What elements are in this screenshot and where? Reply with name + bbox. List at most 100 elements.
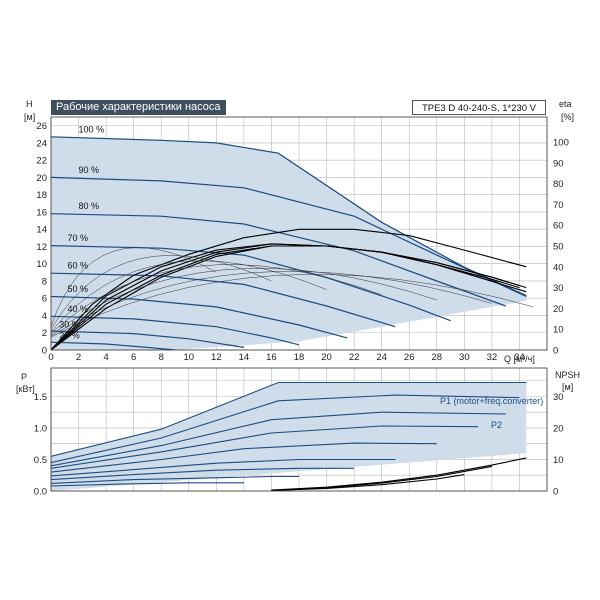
x-tick-label: 18 (294, 352, 305, 363)
speed-label: 60 % (68, 261, 89, 271)
y-tick-label: 0 (42, 346, 47, 357)
npsh-tick-label: 10 (553, 455, 564, 466)
y2-tick-label: 30 (553, 283, 564, 294)
y-axis-label-h: H (26, 99, 33, 109)
operating-envelope (51, 136, 527, 350)
y-tick-label: 22 (36, 156, 47, 167)
legend-p2: P2 (491, 420, 502, 430)
p-tick-label: 1.0 (34, 423, 47, 434)
p-tick-label: 0.5 (34, 455, 47, 466)
x-axis-label: Q [м³/ч] (504, 354, 535, 364)
x-tick-label: 34 (514, 352, 525, 363)
efficiency-curve (51, 228, 527, 350)
y-tick-label: 4 (42, 311, 47, 322)
x-tick-label: 2 (76, 352, 81, 363)
y2-tick-label: 20 (553, 304, 564, 315)
npsh-curve (271, 474, 465, 491)
pump-model-label: TPE3 D 40-240-S, 1*230 V (412, 100, 546, 115)
y2-tick-label: 0 (553, 346, 558, 357)
y2-axis-unit-eta: [%] (561, 112, 574, 122)
power-envelope (51, 382, 527, 491)
y2-axis-unit-npsh: [м] (562, 382, 573, 392)
bottom-plot-area (51, 381, 527, 491)
head-curve (51, 330, 244, 348)
top-plot-area: 100 % 90 % 80 % 70 % 60 % 50 % 40 % 30 % 20 % (51, 124, 534, 350)
speed-label: 90 % (79, 165, 100, 175)
x-tick-label: 12 (211, 352, 222, 363)
reference-curve (51, 255, 272, 330)
y-axis-unit-p: [кВт] (16, 384, 35, 394)
reference-curve (51, 247, 217, 327)
head-curve (51, 341, 176, 350)
power-curve (51, 381, 527, 457)
head-curve (51, 315, 300, 346)
x-tick-label: 0 (48, 352, 53, 363)
y2-tick-label: 100 (553, 137, 569, 148)
head-curve (51, 272, 396, 328)
bottom-frame (50, 367, 548, 492)
power-curve (51, 482, 244, 487)
x-tick-label: 22 (349, 352, 360, 363)
y-tick-label: 12 (36, 242, 47, 253)
speed-label: 80 % (79, 201, 100, 211)
x-tick-label: 8 (159, 352, 164, 363)
speed-label: 70 % (68, 233, 89, 243)
x-tick-label: 4 (103, 352, 108, 363)
y2-tick-label: 70 (553, 200, 564, 211)
axes: 0 2 4 6 8 10 12 14 16 18 20 22 24 26 28 30 32 34024681012… (34, 116, 569, 498)
y-tick-label: 24 (36, 138, 47, 149)
reference-curve (51, 268, 437, 336)
p-tick-label: 0.0 (34, 487, 47, 498)
reference-curve (51, 271, 492, 337)
x-tick-label: 30 (459, 352, 470, 363)
x-tick-label: 16 (266, 352, 277, 363)
y2-axis-label-npsh: NPSH (555, 370, 580, 380)
power-curve (51, 411, 506, 467)
chart-title: Рабочие характеристики насоса (51, 100, 226, 115)
speed-label: 20 % (59, 331, 80, 341)
npsh-tick-label: 0 (553, 487, 558, 498)
speed-label: 40 % (68, 304, 89, 314)
power-curve (51, 425, 479, 469)
y-tick-label: 20 (36, 173, 47, 184)
y-tick-label: 2 (42, 328, 47, 339)
legend-p1: P1 (motor+freq.converter) (440, 396, 543, 406)
y-tick-label: 18 (36, 190, 47, 201)
x-tick-label: 20 (321, 352, 332, 363)
reference-curve (51, 260, 327, 333)
power-curve (51, 442, 437, 473)
x-tick-label: 10 (183, 352, 194, 363)
x-tick-label: 14 (239, 352, 250, 363)
npsh-tick-label: 20 (553, 423, 564, 434)
x-tick-label: 24 (376, 352, 387, 363)
power-curve (51, 394, 520, 464)
y-axis-unit-h: [м] (24, 112, 35, 122)
y-axis-label-p: P (21, 372, 27, 382)
y2-tick-label: 80 (553, 179, 564, 190)
x-tick-label: 6 (131, 352, 136, 363)
p-tick-label: 1.5 (34, 392, 47, 403)
y2-tick-label: 50 (553, 241, 564, 252)
speed-label: 30 % (59, 319, 80, 329)
x-tick-label: 32 (487, 352, 498, 363)
x-tick-label: 28 (431, 352, 442, 363)
y-tick-label: 14 (36, 225, 47, 236)
y2-axis-label-eta: eta (559, 99, 572, 109)
speed-label: 50 % (68, 284, 89, 294)
y-tick-label: 16 (36, 207, 47, 218)
power-curve (51, 458, 396, 477)
y2-tick-label: 10 (553, 325, 564, 336)
y-tick-label: 10 (36, 259, 47, 270)
top-frame (50, 116, 548, 351)
head-curve (51, 213, 506, 307)
speed-label: 100 % (79, 124, 105, 134)
y2-tick-label: 40 (553, 262, 564, 273)
y2-tick-label: 60 (553, 221, 564, 232)
head-curve (51, 295, 348, 339)
npsh-tick-label: 30 (553, 392, 564, 403)
head-curve (51, 176, 527, 298)
power-curve (51, 475, 299, 484)
labels: H [м] eta [%] Q [м³/ч] P [кВт] NPSH [м] … (16, 99, 580, 430)
reference-curve (51, 264, 382, 334)
